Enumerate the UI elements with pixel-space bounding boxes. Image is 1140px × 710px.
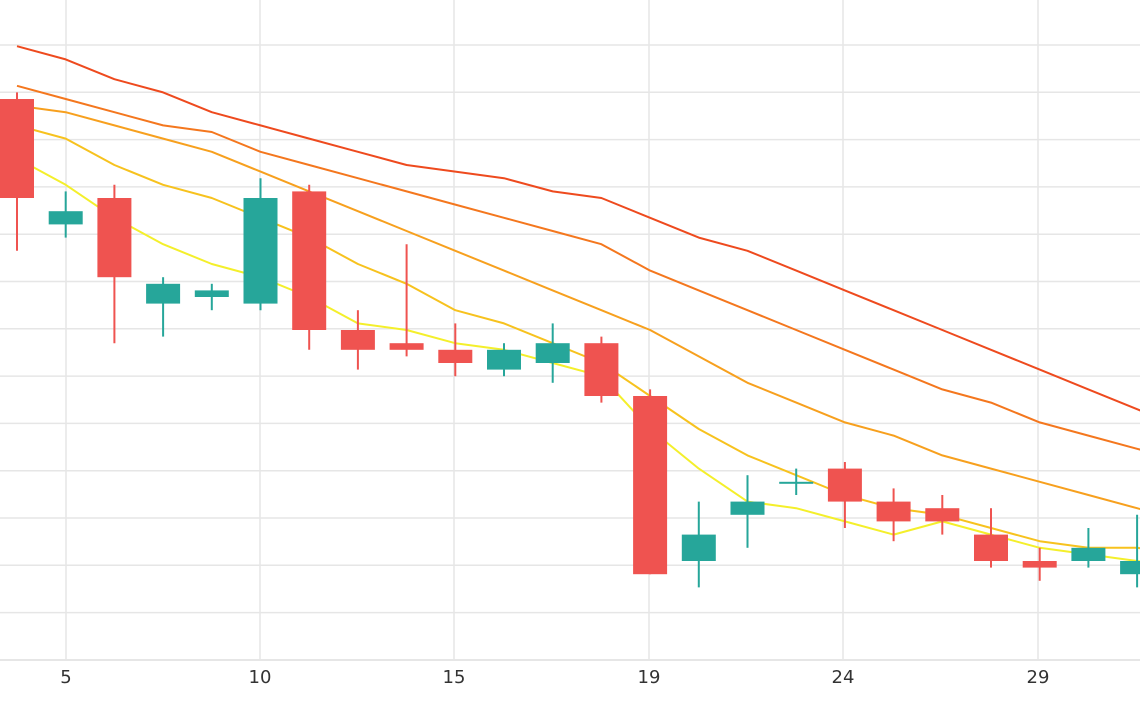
x-axis: 5 10 15 19 24 29: [60, 667, 1049, 688]
candle-body: [1022, 561, 1057, 568]
candle-body: [1120, 561, 1140, 575]
x-tick-label: 15: [443, 667, 466, 688]
candle: [438, 323, 473, 377]
moving-average-line-3: [16, 104, 1140, 511]
x-tick-label: 29: [1027, 667, 1050, 688]
candles: [0, 92, 1140, 588]
candle: [0, 92, 34, 251]
candle: [584, 336, 619, 403]
candle-body: [681, 534, 716, 561]
candle-body: [779, 481, 814, 484]
grid-lines: [0, 0, 1140, 661]
candle-body: [97, 198, 132, 278]
candle: [389, 244, 424, 357]
candle: [48, 191, 83, 238]
candle: [487, 343, 521, 377]
candle: [194, 283, 229, 311]
x-tick-label: 19: [638, 667, 661, 688]
candle: [535, 323, 570, 383]
candle-body: [974, 534, 1008, 561]
candle-body: [827, 468, 862, 502]
candle-body: [146, 283, 181, 304]
moving-average-lines: [16, 45, 1140, 563]
candle: [243, 178, 278, 311]
candle-body: [1071, 547, 1106, 561]
candle: [633, 389, 668, 575]
candle: [146, 277, 181, 337]
x-tick-label: 10: [249, 667, 272, 688]
moving-average-line-1: [16, 157, 1140, 563]
candle-body: [487, 349, 521, 370]
candle: [974, 508, 1008, 568]
candle: [779, 468, 814, 495]
x-tick-label: 5: [60, 667, 71, 688]
moving-average-line-2: [16, 124, 1140, 550]
candle: [1120, 514, 1140, 588]
candle-body: [876, 501, 911, 522]
candle: [97, 184, 132, 344]
candle-body: [389, 343, 424, 350]
candle-body: [730, 501, 765, 515]
candle: [340, 310, 375, 370]
candle: [1071, 528, 1106, 568]
candle-body: [633, 396, 668, 575]
candle-body: [438, 349, 473, 363]
candle: [876, 488, 911, 542]
moving-average-line-4: [16, 84, 1140, 451]
candle: [925, 495, 960, 535]
candle: [1022, 547, 1057, 581]
candle: [292, 184, 327, 350]
candle: [681, 501, 716, 588]
candle-body: [925, 508, 960, 522]
candle-body: [48, 211, 83, 225]
candle-body: [194, 290, 229, 297]
x-tick-label: 24: [832, 667, 855, 688]
candle-body: [292, 191, 327, 330]
candle: [730, 475, 765, 548]
candle-body: [584, 343, 619, 396]
candle: [827, 462, 862, 528]
moving-average-line-5: [16, 45, 1140, 412]
candle-body: [535, 343, 570, 363]
candle-body: [340, 330, 375, 350]
candle-body: [0, 99, 34, 198]
candle-body: [243, 198, 278, 304]
